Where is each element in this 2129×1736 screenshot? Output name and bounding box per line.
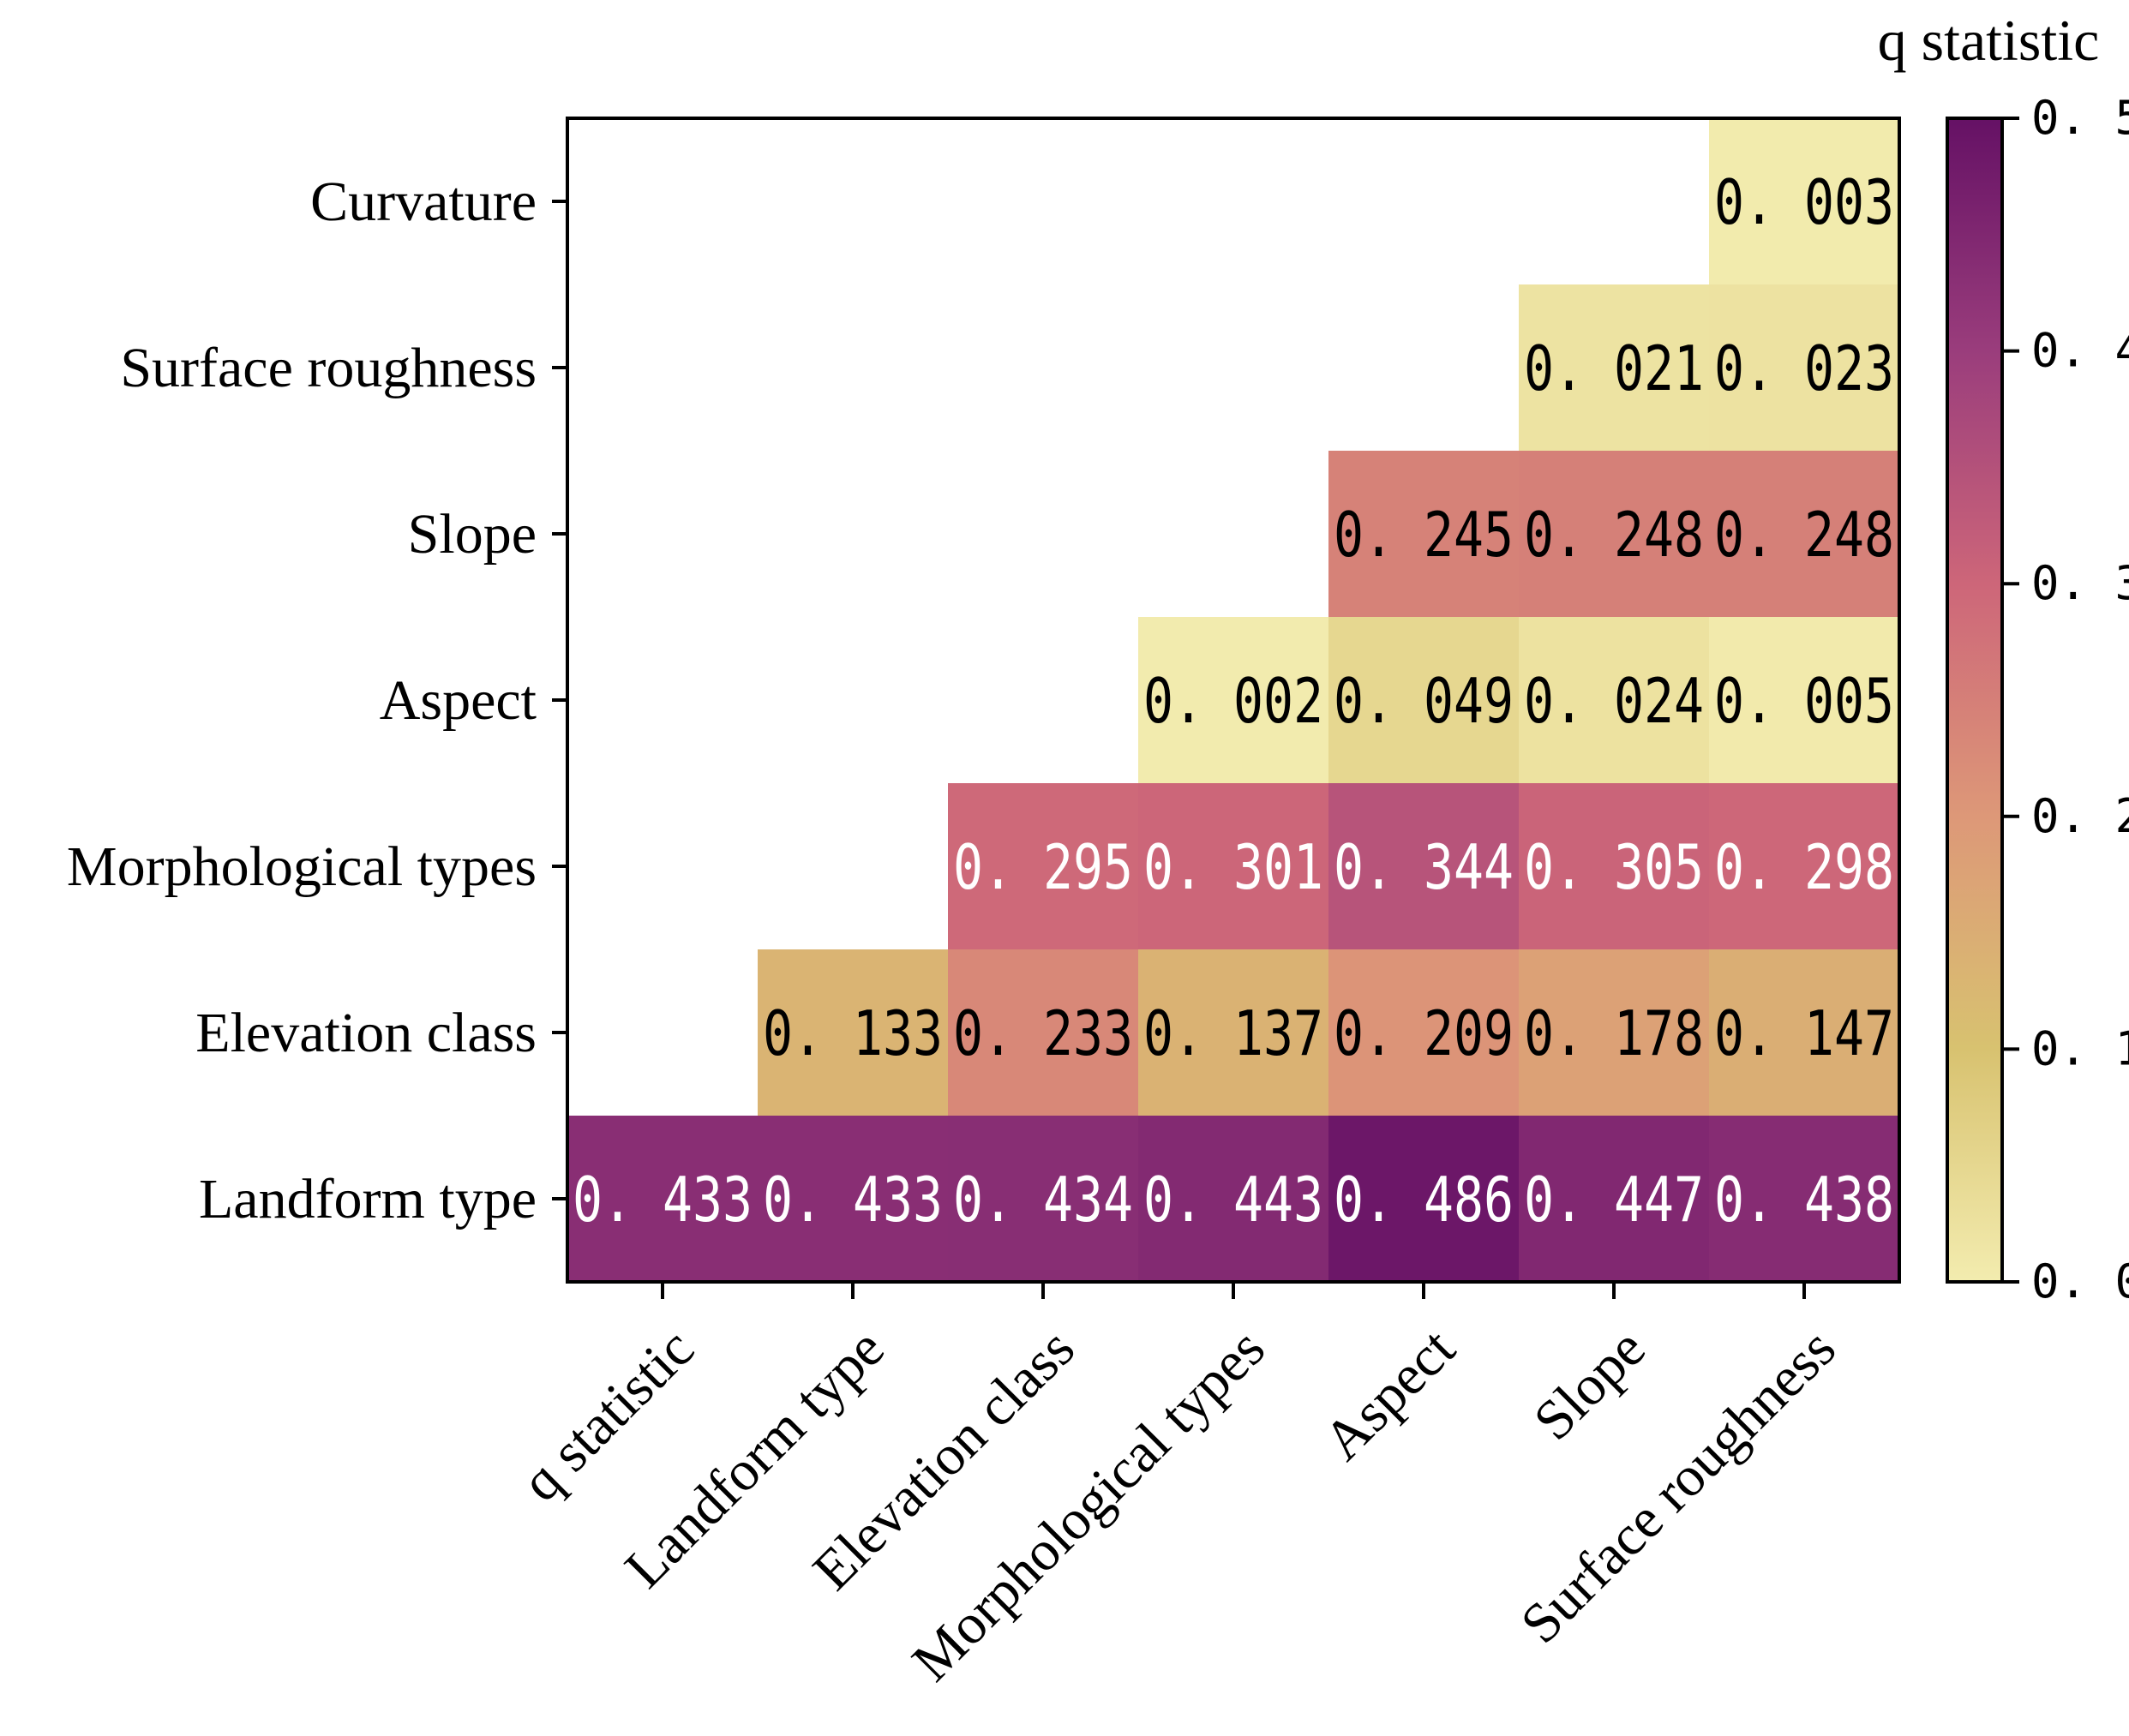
x-tick-label: Morphological types (900, 1317, 1276, 1693)
cell-value-label: 0. 133 (763, 997, 943, 1069)
cell-value-label: 0. 147 (1714, 997, 1894, 1069)
y-tick-label: Landform type (199, 1168, 537, 1230)
x-tick-label: Surface roughness (1509, 1317, 1848, 1655)
heatmap-cell (758, 949, 949, 1116)
cell-value-label: 0. 248 (1524, 499, 1704, 571)
heatmap-cell (1328, 949, 1520, 1116)
colorbar-ticks: 0. 0 0. 1 0. 2 0. 3 0. 4 0. 5 (2002, 91, 2129, 1308)
y-tick-label: Curvature (310, 171, 537, 233)
x-tick-label: Aspect (1311, 1317, 1466, 1472)
heatmap-cell (1519, 451, 1710, 618)
heatmap-cell (758, 1116, 949, 1283)
x-tick-label: Slope (1522, 1317, 1658, 1452)
cell-value-label: 0. 005 (1714, 665, 1894, 737)
cell-value-label: 0. 486 (1334, 1164, 1514, 1236)
cell-value-label: 0. 295 (953, 831, 1133, 903)
heatmap-cell (1709, 1116, 1900, 1283)
heatmap-cell (948, 949, 1139, 1116)
heatmap-cell (1709, 451, 1900, 618)
heatmap-cell (1138, 949, 1329, 1116)
cell-value-label: 0. 002 (1143, 665, 1323, 737)
heatmap-cell (1138, 617, 1329, 784)
cell-value-label: 0. 049 (1334, 665, 1514, 737)
cell-value-label: 0. 305 (1524, 831, 1704, 903)
cell-value-label: 0. 433 (573, 1164, 753, 1236)
heatmap-cell (1519, 1116, 1710, 1283)
cell-value-label: 0. 209 (1334, 997, 1514, 1069)
y-axis: Curvature Surface roughness Slope Aspect Mor… (67, 171, 567, 1230)
heatmap-cell (1519, 783, 1710, 950)
heatmap-cell (1519, 949, 1710, 1116)
y-tick-label: Slope (408, 503, 537, 566)
y-tick-label: Surface roughness (120, 337, 537, 399)
cell-value-label: 0. 024 (1524, 665, 1704, 737)
heatmap-cell (1328, 1116, 1520, 1283)
y-tick-label: Morphological types (67, 835, 537, 898)
heatmap-cells (567, 118, 1900, 1283)
cell-value-label: 0. 433 (763, 1164, 943, 1236)
heatmap-cell (1138, 1116, 1329, 1283)
heatmap-cell (1709, 118, 1900, 285)
heatmap-cell (1709, 949, 1900, 1116)
cell-value-label: 0. 298 (1714, 831, 1894, 903)
cell-value-label: 0. 233 (953, 997, 1133, 1069)
heatmap-cell (1328, 617, 1520, 784)
colorbar-tick-label: 0. 1 (2031, 1021, 2129, 1075)
heatmap-cell (567, 1116, 759, 1283)
heatmap-cell (1709, 284, 1900, 452)
x-tick-label: q statistic (509, 1317, 705, 1513)
cell-value-label: 0. 248 (1714, 499, 1894, 571)
cell-value-label: 0. 023 (1714, 332, 1894, 404)
heatmap-cell (1709, 617, 1900, 784)
colorbar: q statistic 0. 0 0. 1 0. 2 0. 3 0. 4 0. 5 (1878, 8, 2129, 1308)
colorbar-title: q statistic (1878, 8, 2100, 73)
cell-value-label: 0. 178 (1524, 997, 1704, 1069)
cell-value-label: 0. 447 (1524, 1164, 1704, 1236)
y-tick-label: Aspect (380, 669, 537, 732)
cell-value-label: 0. 245 (1334, 499, 1514, 571)
heatmap-cell (1519, 284, 1710, 452)
colorbar-tick-label: 0. 2 (2031, 789, 2129, 843)
heatmap-cell (948, 1116, 1139, 1283)
colorbar-gradient (1946, 117, 2004, 1284)
heatmap-cell (1138, 783, 1329, 950)
y-tick-label: Elevation class (195, 1002, 537, 1064)
cell-value-label: 0. 137 (1143, 997, 1323, 1069)
cell-value-label: 0. 344 (1334, 831, 1514, 903)
cell-value-label: 0. 021 (1524, 332, 1704, 404)
colorbar-tick-label: 0. 3 (2031, 556, 2129, 610)
heatmap-cell (1709, 783, 1900, 950)
colorbar-tick-label: 0. 5 (2031, 91, 2129, 145)
cell-value-label: 0. 438 (1714, 1164, 1894, 1236)
heatmap-cell (948, 783, 1139, 950)
heatmap-cell (1328, 451, 1520, 618)
colorbar-tick-label: 0. 0 (2031, 1254, 2129, 1308)
cell-value-label: 0. 301 (1143, 831, 1323, 903)
colorbar-tick-label: 0. 4 (2031, 324, 2129, 378)
heatmap-cell (1519, 617, 1710, 784)
cell-value-label: 0. 434 (953, 1164, 1133, 1236)
cell-value-label: 0. 443 (1143, 1164, 1323, 1236)
heatmap-cell (1328, 783, 1520, 950)
cell-value-label: 0. 003 (1714, 166, 1894, 238)
